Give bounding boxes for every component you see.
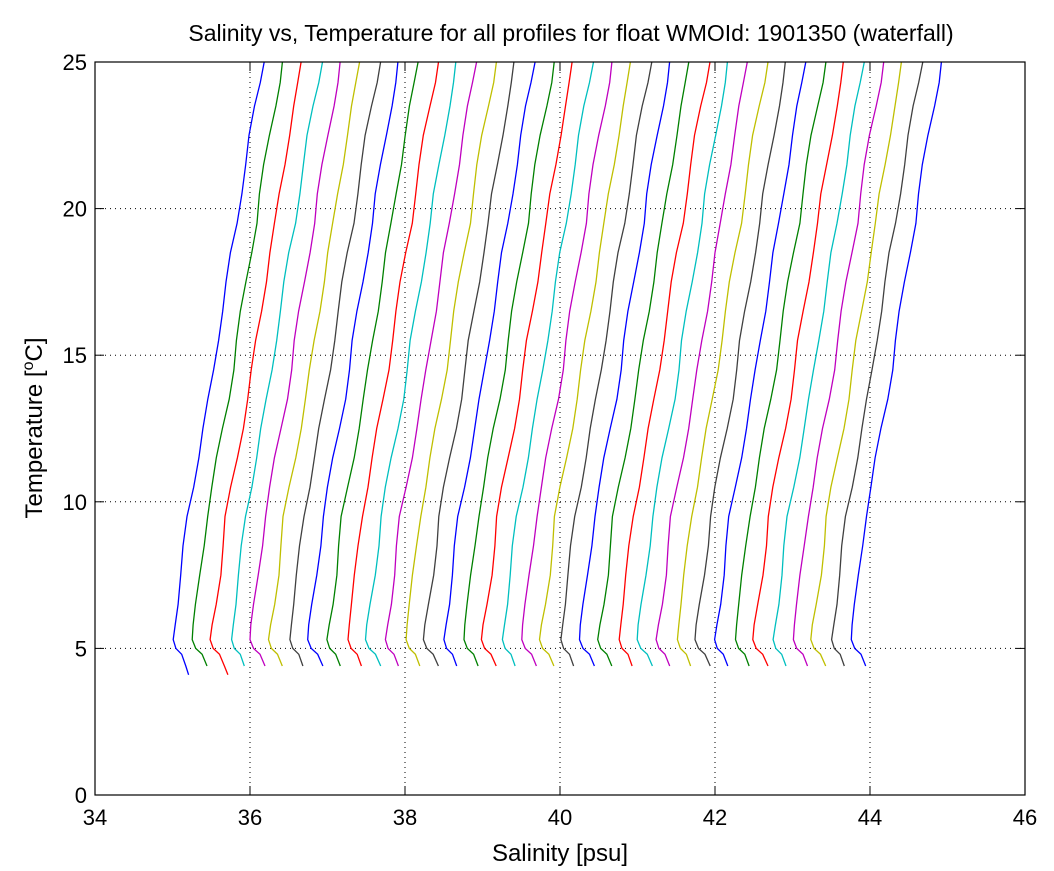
x-tick-label: 34 — [83, 805, 107, 830]
y-axis-label-superscript: o — [20, 361, 37, 370]
profile-line-31 — [752, 62, 844, 667]
profile-line-23 — [597, 62, 690, 667]
x-tick-label: 46 — [1013, 805, 1037, 830]
profile-line-17 — [480, 62, 573, 667]
y-tick-label: 5 — [75, 636, 87, 661]
profile-line-6 — [267, 62, 361, 667]
y-axis-label-end: C] — [21, 338, 48, 362]
x-tick-label: 36 — [238, 805, 262, 830]
profile-line-12 — [384, 62, 478, 667]
profile-line-25 — [636, 62, 729, 667]
x-axis-label: Salinity [psu] — [492, 840, 628, 867]
profile-line-9 — [326, 62, 419, 667]
y-tick-label: 25 — [63, 50, 87, 75]
profile-line-19 — [521, 62, 613, 667]
profile-line-33 — [792, 62, 885, 667]
profile-line-5 — [249, 62, 341, 667]
y-tick-label: 20 — [63, 197, 87, 222]
profile-line-22 — [578, 62, 671, 667]
x-tick-labels: 34 36 38 40 42 44 46 — [83, 805, 1037, 830]
x-tick-label: 44 — [858, 805, 882, 830]
profile-line-28 — [694, 62, 786, 667]
y-tick-label: 0 — [75, 783, 87, 808]
profile-line-1 — [172, 62, 265, 675]
profile-line-32 — [772, 62, 865, 667]
x-tick-label: 40 — [548, 805, 572, 830]
profile-line-29 — [713, 62, 807, 667]
y-tick-labels: 0 5 10 15 20 25 — [63, 50, 87, 808]
y-axis-label-main: Temperature [ — [21, 370, 48, 518]
profile-line-15 — [443, 62, 536, 667]
x-tick-label: 38 — [393, 805, 417, 830]
grid-lines — [95, 62, 1025, 795]
profile-line-11 — [364, 62, 457, 667]
profile-line-36 — [850, 62, 943, 667]
profile-line-27 — [676, 62, 769, 667]
profile-line-2 — [191, 62, 284, 667]
profile-line-24 — [618, 62, 711, 667]
profile-line-3 — [209, 62, 302, 676]
profile-line-34 — [810, 62, 903, 667]
profiles-group — [172, 62, 943, 676]
profile-line-10 — [347, 62, 440, 667]
y-tick-label: 10 — [63, 490, 87, 515]
x-tick-label: 42 — [703, 805, 727, 830]
profile-line-18 — [501, 62, 595, 667]
profile-line-13 — [405, 62, 498, 667]
profile-line-26 — [655, 62, 748, 667]
profile-line-7 — [289, 62, 382, 667]
y-tick-label: 15 — [63, 343, 87, 368]
profile-line-35 — [830, 62, 924, 667]
chart-title: Salinity vs, Temperature for all profile… — [188, 20, 953, 46]
profile-line-21 — [560, 62, 653, 667]
tick-marks — [94, 61, 1026, 796]
profile-line-4 — [230, 62, 324, 667]
profile-line-30 — [734, 62, 827, 667]
profile-line-16 — [463, 62, 555, 667]
profile-line-14 — [422, 62, 515, 667]
profile-line-8 — [307, 62, 399, 667]
y-axis-label: Temperature [oC] — [20, 338, 48, 519]
profile-line-20 — [538, 62, 632, 667]
